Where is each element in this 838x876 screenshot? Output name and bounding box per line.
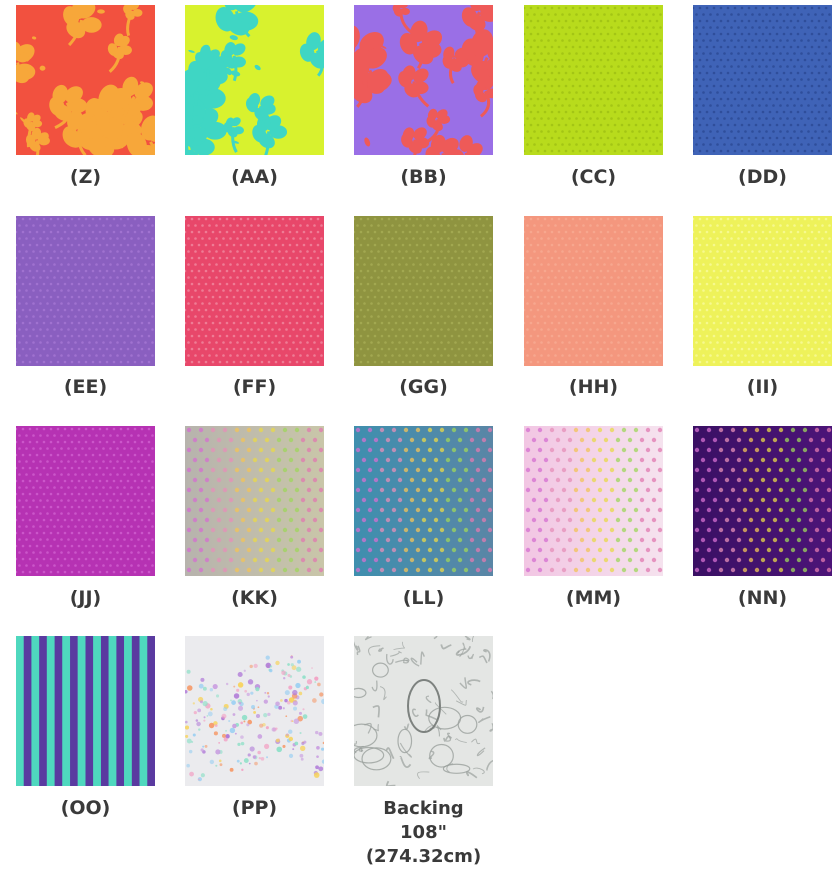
fabric-pattern [185,5,324,155]
swatch-pp[interactable] [185,636,324,786]
swatch-label-cc: (CC) [570,166,617,188]
swatch-backing[interactable] [354,636,493,786]
swatch-label-hh: (HH) [568,376,619,398]
fabric-pattern [693,216,832,366]
fabric-pattern [693,426,832,576]
swatch-label-ii: (II) [746,376,779,398]
swatch-bb[interactable] [354,5,493,155]
swatch-label-aa: (AA) [231,166,278,188]
swatch-label-dd: (DD) [738,166,787,188]
fabric-pattern [354,426,493,576]
swatch-oo[interactable] [16,636,155,786]
fabric-pattern [16,636,155,786]
swatch-label-jj: (JJ) [69,587,102,609]
swatch-nn[interactable] [693,426,832,576]
fabric-pattern [524,5,663,155]
fabric-pattern [16,5,155,155]
swatch-ii[interactable] [693,216,832,366]
fabric-pattern [185,426,324,576]
swatch-label-z: (Z) [69,166,102,188]
swatch-ff[interactable] [185,216,324,366]
fabric-pattern [524,216,663,366]
swatch-kk[interactable] [185,426,324,576]
swatch-ee[interactable] [16,216,155,366]
swatch-label-backing: Backing 108" (274.32cm) [365,798,482,867]
fabric-pattern [185,216,324,366]
swatch-dd[interactable] [693,5,832,155]
swatch-label-pp: (PP) [231,797,278,819]
swatch-label-kk: (KK) [231,587,278,609]
swatch-aa[interactable] [185,5,324,155]
swatch-cc[interactable] [524,5,663,155]
swatch-label-gg: (GG) [399,376,448,398]
swatch-label-ee: (EE) [63,376,108,398]
fabric-pattern [524,426,663,576]
swatch-gg[interactable] [354,216,493,366]
fabric-pattern [16,216,155,366]
swatch-label-nn: (NN) [737,587,788,609]
swatch-mm[interactable] [524,426,663,576]
swatch-z[interactable] [16,5,155,155]
fabric-pattern [185,636,324,786]
swatch-label-bb: (BB) [400,166,447,188]
swatch-ll[interactable] [354,426,493,576]
fabric-pattern [354,216,493,366]
swatch-label-ff: (FF) [232,376,277,398]
swatch-label-mm: (MM) [565,587,622,609]
fabric-pattern [16,426,155,576]
swatch-hh[interactable] [524,216,663,366]
swatch-label-oo: (OO) [60,797,111,819]
swatch-label-ll: (LL) [402,587,445,609]
fabric-pattern [354,636,493,786]
swatch-jj[interactable] [16,426,155,576]
fabric-pattern [354,5,493,155]
fabric-pattern [693,5,832,155]
